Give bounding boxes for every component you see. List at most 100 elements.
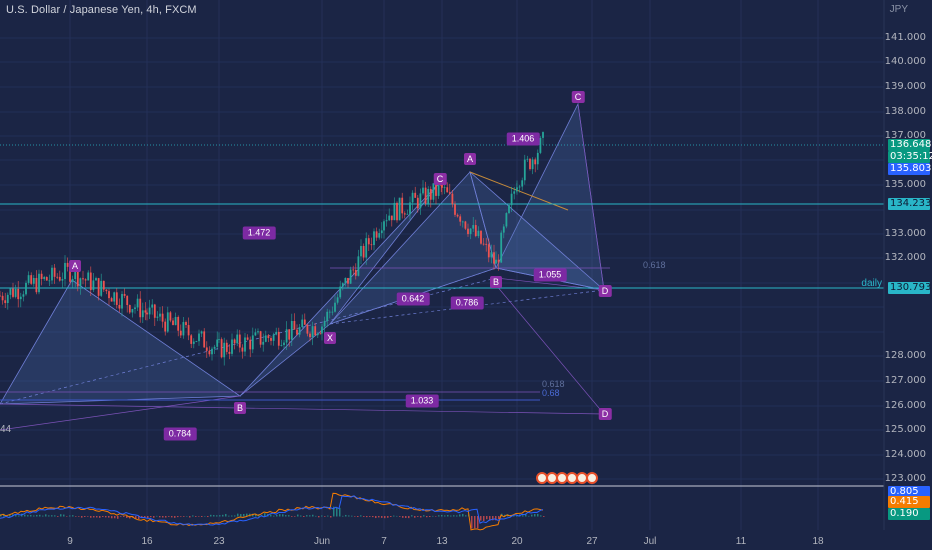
pattern-point-d[interactable]: D	[598, 408, 612, 420]
candle-body	[306, 324, 309, 334]
event-icon[interactable]	[586, 472, 598, 484]
oscillator-bar	[174, 516, 176, 518]
price-axis-label: 126.000	[884, 400, 926, 411]
candle-body	[190, 335, 193, 344]
candle-body	[472, 225, 475, 229]
price-axis-label: 127.000	[884, 375, 926, 386]
candle-body	[200, 331, 203, 334]
pattern-point-a[interactable]: A	[463, 153, 477, 165]
candle-body	[427, 188, 430, 204]
time-axis-label: Jun	[313, 536, 331, 547]
pattern-point-b[interactable]: B	[489, 276, 503, 288]
candle-body	[141, 310, 144, 318]
pattern-point-c[interactable]: C	[571, 91, 585, 103]
oscillator-bar	[255, 513, 257, 517]
osc-tag-orange: 0.415	[888, 496, 930, 508]
oscillator-bar	[444, 515, 446, 517]
candle-body	[126, 295, 129, 306]
candle-body	[349, 269, 352, 284]
candle-body	[166, 312, 169, 332]
candle-body	[1, 295, 4, 301]
candle-body	[82, 278, 84, 280]
pattern-point-d[interactable]: D	[598, 285, 612, 297]
candle-body	[288, 329, 291, 340]
candle-body	[144, 310, 147, 313]
oscillator-bar	[135, 516, 137, 519]
price-axis-label: 125.000	[884, 424, 926, 435]
oscillator-bar	[105, 516, 107, 518]
pattern-point-c[interactable]: C	[433, 173, 447, 185]
oscillator-bar	[171, 516, 173, 518]
oscillator-bar	[306, 515, 308, 517]
candle-body	[424, 187, 427, 204]
time-axis-label: 7	[381, 536, 387, 547]
candle-body	[270, 338, 272, 341]
oscillator-bar	[87, 516, 89, 517]
candle-body	[414, 192, 417, 198]
candle-body	[398, 197, 401, 221]
ratio-label[interactable]: 1.033	[405, 394, 439, 408]
candle-body	[105, 289, 108, 292]
oscillator-bar	[378, 516, 380, 518]
candle-body	[179, 330, 182, 336]
ratio-label[interactable]: 0.642	[396, 292, 430, 306]
candle-body	[518, 186, 521, 188]
time-axis-label: 9	[67, 536, 73, 547]
pattern-point-a[interactable]: A	[68, 260, 82, 272]
candle-body	[448, 192, 451, 194]
candle-body	[406, 213, 409, 215]
oscillator-bar	[60, 514, 62, 517]
candle-body	[231, 339, 233, 354]
candle-body	[43, 277, 46, 279]
oscillator-line-blue	[0, 495, 544, 526]
ratio-label[interactable]: 0.786	[450, 296, 484, 310]
candle-body	[396, 202, 398, 221]
oscillator-bar	[36, 515, 38, 517]
event-markers[interactable]	[536, 472, 598, 484]
candle-body	[409, 202, 411, 214]
oscillator-bar	[147, 516, 149, 519]
candle-body	[536, 152, 539, 165]
price-axis-label: 139.000	[884, 81, 926, 92]
ratio-label[interactable]: 0.784	[163, 427, 197, 441]
candle-body	[529, 158, 531, 170]
candle-body	[236, 334, 239, 344]
candle-body	[19, 296, 22, 300]
oscillator-bar	[144, 516, 146, 518]
oscillator-bar	[447, 514, 449, 517]
time-axis-label: 23	[213, 536, 225, 547]
candle-body	[354, 269, 357, 276]
oscillator-bar	[282, 514, 284, 517]
candle-body	[490, 252, 493, 258]
pattern-point-x[interactable]: X	[323, 332, 337, 344]
candle-body	[357, 256, 360, 276]
candle-body	[298, 327, 301, 335]
ratio-label[interactable]: 1.406	[506, 132, 540, 146]
candle-body	[195, 341, 198, 342]
ratio-label[interactable]: 1.055	[533, 268, 567, 282]
candle-body	[259, 331, 262, 345]
oscillator-bar	[339, 507, 341, 517]
oscillator-bar	[396, 515, 398, 517]
candle-body	[347, 277, 349, 284]
candle-body	[437, 185, 440, 196]
oscillator-bar	[525, 513, 527, 517]
candle-body	[531, 159, 534, 170]
candle-body	[474, 225, 477, 237]
oscillator-bar	[537, 513, 539, 517]
oscillator-bar	[273, 515, 275, 517]
pattern-point-b[interactable]: B	[233, 402, 247, 414]
candle-body	[403, 213, 406, 215]
time-axis-label: Jul	[643, 536, 657, 547]
oscillator-bar	[237, 513, 239, 517]
candle-body	[6, 294, 9, 304]
candle-body	[272, 334, 275, 341]
oscillator-bar	[213, 515, 215, 517]
candle-body	[393, 202, 396, 221]
candle-body	[121, 294, 123, 309]
candle-body	[53, 267, 56, 277]
oscillator-bar	[471, 516, 473, 529]
ratio-label[interactable]: 1.472	[242, 226, 276, 240]
